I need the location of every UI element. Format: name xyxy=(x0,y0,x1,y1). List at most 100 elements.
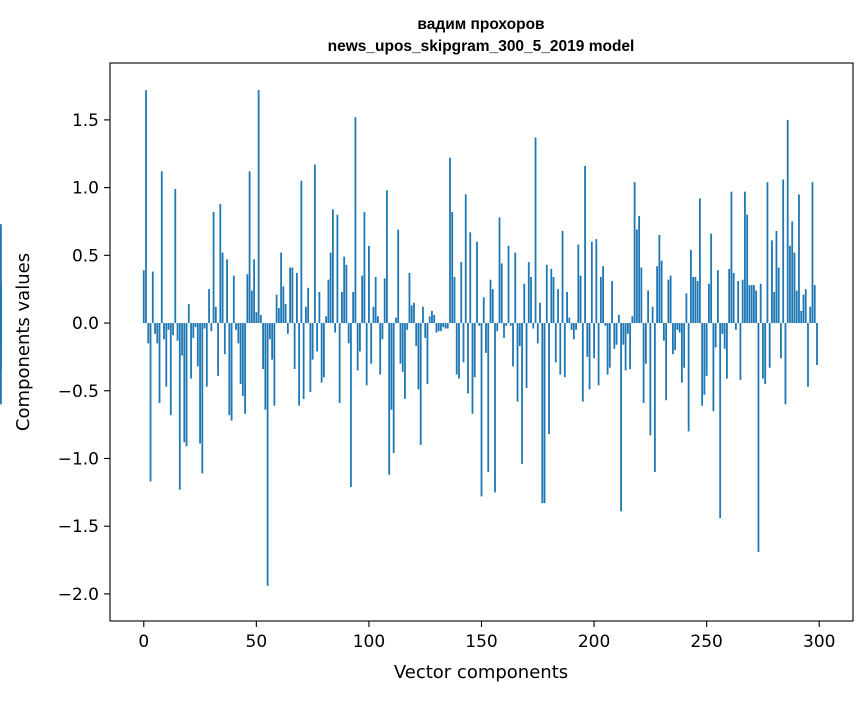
bar-component-192 xyxy=(575,323,577,330)
bar-component-280 xyxy=(773,291,776,324)
bar-component-84 xyxy=(332,209,334,324)
bar-component-35 xyxy=(221,252,224,324)
bar-component-256 xyxy=(719,323,722,519)
bar-component-131 xyxy=(437,323,440,332)
bar-component-25 xyxy=(199,323,201,444)
bar-component-48 xyxy=(250,290,253,324)
bar-component-90 xyxy=(345,264,348,324)
bar-component-4 xyxy=(151,271,154,324)
bar-component-237 xyxy=(676,323,679,330)
bar-component-27 xyxy=(203,323,206,329)
bar-component-97 xyxy=(361,275,364,324)
bar-component-186 xyxy=(561,230,564,324)
bar-component-283 xyxy=(780,323,782,359)
bar-component-2 xyxy=(147,323,150,344)
bar-component-37 xyxy=(226,259,228,324)
bar-component-269 xyxy=(748,285,751,324)
bar-component-110 xyxy=(390,323,393,410)
bar-component-69 xyxy=(298,323,301,406)
bar-component-79 xyxy=(320,323,323,383)
bar-component-108 xyxy=(386,190,388,324)
bar-component-189 xyxy=(568,317,571,324)
bar-component-194 xyxy=(579,275,582,324)
bar-component-3 xyxy=(149,323,152,482)
bar-component-199 xyxy=(590,241,593,324)
bar-component-174 xyxy=(534,137,537,324)
bar-component-292 xyxy=(800,310,803,324)
bar-component-191 xyxy=(572,323,575,340)
bar-component-230 xyxy=(660,260,663,324)
bar-component-7 xyxy=(158,323,161,403)
bar-component-1 xyxy=(145,90,147,324)
bar-component-207 xyxy=(608,323,611,368)
bar-component-94 xyxy=(354,117,357,324)
bar-component-226 xyxy=(651,306,654,324)
bar-component-156 xyxy=(494,323,496,493)
bar-component-28 xyxy=(205,323,208,387)
bar-component-206 xyxy=(606,323,609,375)
bar-component-141 xyxy=(460,262,463,324)
bar-component-224 xyxy=(647,290,650,324)
bar-component-215 xyxy=(626,323,629,334)
bar-component-135 xyxy=(446,323,449,329)
y-tick-label: −1.0 xyxy=(58,449,99,469)
bar-component-139 xyxy=(455,323,458,375)
bar-component-166 xyxy=(516,323,519,402)
bar-component-67 xyxy=(293,323,296,370)
bar-component-41 xyxy=(235,323,237,330)
bar-component-225 xyxy=(649,323,652,436)
bar-component-65 xyxy=(289,267,292,324)
bar-component-170 xyxy=(525,323,528,389)
bar-component-13 xyxy=(172,323,174,336)
bar-component-209 xyxy=(613,323,616,349)
bar-component-76 xyxy=(313,164,316,324)
bar-component-177 xyxy=(541,323,544,504)
bar-component-274 xyxy=(759,283,762,324)
x-tick-label: 250 xyxy=(690,632,722,652)
bar-component-undefined xyxy=(0,323,2,371)
bar-component-103 xyxy=(374,276,377,324)
bar-component-279 xyxy=(771,240,773,324)
bar-component-239 xyxy=(680,323,683,383)
bar-component-260 xyxy=(728,268,731,324)
bar-component-163 xyxy=(509,323,512,326)
bar-component-263 xyxy=(735,323,737,330)
bar-component-55 xyxy=(266,323,269,586)
bar-component-117 xyxy=(406,323,409,330)
bar-component-100 xyxy=(368,245,370,324)
bar-component-290 xyxy=(795,290,798,324)
bar-component-26 xyxy=(201,323,204,474)
y-tick-label: 0.5 xyxy=(72,246,99,266)
bar-component-267 xyxy=(744,191,746,324)
bar-component-161 xyxy=(505,323,508,326)
bar-component-146 xyxy=(471,323,474,414)
bar-component-228 xyxy=(656,266,659,324)
bar-component-87 xyxy=(338,323,341,403)
bar-component-216 xyxy=(629,323,631,370)
bar-component-167 xyxy=(518,323,521,347)
x-axis-label: Vector components xyxy=(394,662,568,683)
bar-component-109 xyxy=(388,323,391,475)
bar-component-43 xyxy=(239,323,242,384)
bar-component-119 xyxy=(410,305,413,324)
bar-component-142 xyxy=(462,323,465,363)
bar-component-0 xyxy=(142,270,145,324)
bar-component-150 xyxy=(480,323,483,497)
bar-component-244 xyxy=(692,276,695,324)
bar-component-40 xyxy=(232,275,235,324)
bar-component-200 xyxy=(593,323,595,359)
bar-component-133 xyxy=(442,323,445,328)
bar-component-23 xyxy=(194,323,197,328)
bar-component-138 xyxy=(453,276,456,324)
bar-component-296 xyxy=(809,306,812,324)
bar-component-39 xyxy=(230,323,233,421)
bar-component-85 xyxy=(334,323,337,333)
bar-component-9 xyxy=(163,323,165,340)
bar-component-24 xyxy=(196,323,199,367)
bar-component-214 xyxy=(624,323,627,371)
bar-component-10 xyxy=(165,323,168,387)
y-tick-label: −0.5 xyxy=(58,382,99,402)
